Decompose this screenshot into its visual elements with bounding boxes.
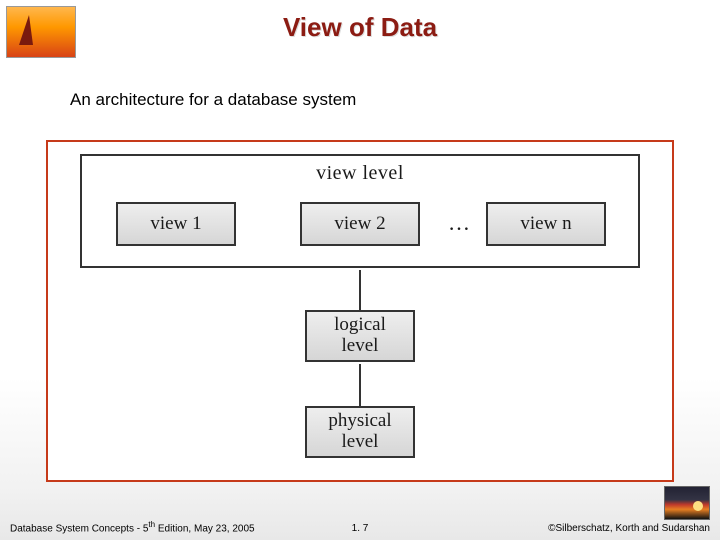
footer-left-pre: Database System Concepts - 5 bbox=[10, 523, 148, 534]
level-box-1: physicallevel bbox=[305, 406, 415, 458]
diagram: view level view 1 view 2 view n … logicall… bbox=[48, 142, 672, 480]
view-level-container: view level view 1 view 2 view n … bbox=[80, 154, 640, 268]
slide: View of Data An architecture for a datab… bbox=[0, 0, 720, 540]
logo-bottom-right bbox=[664, 486, 710, 520]
view-box-0: view 1 bbox=[116, 202, 236, 246]
footer-left-post: Edition, May 23, 2005 bbox=[155, 523, 255, 534]
level-box-0: logicallevel bbox=[305, 310, 415, 362]
footer-right: ©Silberschatz, Korth and Sudarshan bbox=[548, 523, 710, 534]
slide-subtitle: An architecture for a database system bbox=[70, 90, 356, 110]
footer-center: 1. 7 bbox=[352, 523, 369, 534]
ellipsis: … bbox=[448, 210, 470, 236]
slide-title: View of Data bbox=[0, 12, 720, 43]
view-box-2: view n bbox=[486, 202, 606, 246]
view-box-1: view 2 bbox=[300, 202, 420, 246]
view-level-label: view level bbox=[82, 162, 638, 185]
diagram-frame: view level view 1 view 2 view n … logicall… bbox=[46, 140, 674, 482]
connector-0 bbox=[359, 270, 361, 310]
footer-left: Database System Concepts - 5th Edition, … bbox=[10, 520, 255, 534]
connector-1 bbox=[359, 364, 361, 406]
sun-icon bbox=[693, 501, 703, 511]
